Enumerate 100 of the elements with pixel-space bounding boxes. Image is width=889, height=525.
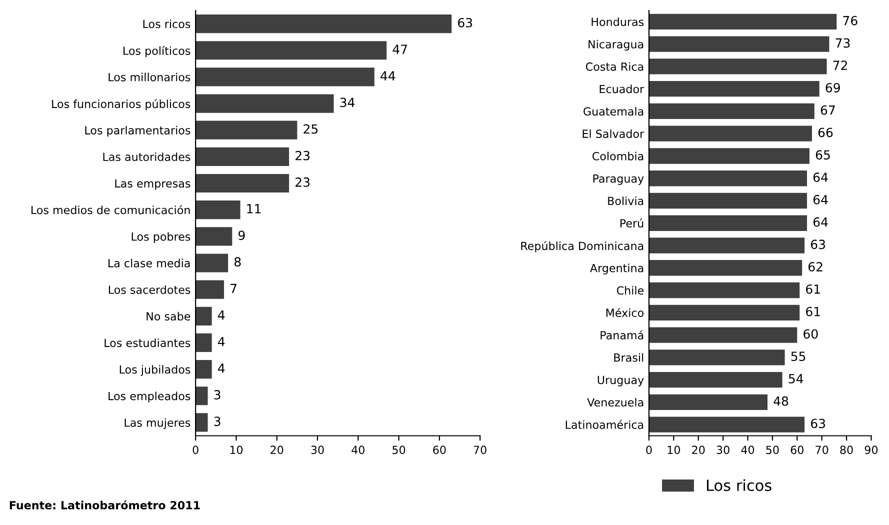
x-tick-label: 20: [692, 446, 705, 454]
bar: [196, 120, 298, 140]
data-label: 65: [816, 150, 830, 160]
y-tick-label: La clase media: [108, 258, 190, 268]
bar: [648, 58, 827, 74]
y-tick-label: Los medios de comunicación: [32, 205, 190, 214]
bar: [196, 333, 212, 352]
y-tick-label: Venezuela: [587, 398, 644, 407]
data-label: 64: [813, 172, 828, 182]
y-tick-label: Chile: [616, 286, 644, 295]
data-label: 66: [818, 128, 833, 138]
bar: [648, 394, 768, 410]
bar: [648, 215, 808, 231]
x-tick-label: 90: [864, 446, 878, 454]
bar: [196, 41, 387, 60]
y-tick-label: Perú: [620, 218, 644, 228]
data-label: 60: [804, 329, 818, 339]
data-label: 69: [826, 83, 840, 92]
data-label: 55: [791, 352, 806, 362]
x-tick-label: 10: [230, 446, 243, 454]
y-tick-label: Los estudiantes: [104, 338, 190, 348]
bar: [196, 306, 212, 326]
y-tick-label: Las empresas: [115, 179, 190, 190]
y-tick-label: Bolivia: [608, 196, 644, 206]
bar: [648, 14, 837, 30]
bar: [196, 360, 212, 379]
data-label: 62: [808, 262, 822, 272]
data-label: 3: [214, 416, 220, 426]
data-label: 61: [806, 284, 820, 294]
x-tick-label: 30: [716, 446, 730, 454]
source-note: Fuente: Latinobarómetro 2011: [10, 500, 200, 510]
y-tick-label: Panamá: [600, 330, 644, 340]
y-tick-label: Los políticos: [124, 46, 190, 58]
data-label: 3: [214, 390, 220, 400]
y-tick-label: Los funcionarios públicos: [52, 99, 190, 110]
data-label: 63: [810, 240, 826, 250]
data-label: 23: [296, 150, 310, 160]
bar: [648, 103, 814, 120]
bar: [196, 280, 224, 299]
x-tick-label: 0: [192, 446, 198, 454]
bar: [196, 254, 228, 272]
bar: [648, 260, 802, 276]
data-label: 7: [230, 284, 236, 294]
x-tick-label: 30: [311, 446, 324, 454]
bar: [648, 126, 812, 142]
bar: [648, 282, 800, 298]
y-tick-label: Nicaragua: [588, 40, 644, 51]
bar: [196, 94, 334, 113]
x-tick-label: 70: [816, 446, 828, 454]
y-tick-label: Costa Rica: [586, 62, 644, 71]
y-tick-label: Los empleados: [108, 392, 190, 402]
data-label: 34: [340, 98, 355, 108]
data-label: 8: [234, 257, 241, 267]
bar: [648, 81, 820, 97]
y-tick-label: Honduras: [592, 17, 644, 26]
y-tick-label: Los jubilados: [120, 365, 190, 376]
data-label: 25: [304, 124, 318, 134]
y-tick-label: Ecuador: [600, 84, 644, 94]
y-tick-label: Los parlamentarios: [85, 126, 190, 137]
data-label: 76: [843, 16, 858, 26]
bar: [648, 304, 800, 320]
y-tick-label: Brasil: [614, 353, 644, 362]
y-tick-label: México: [606, 308, 644, 318]
bar: [648, 372, 782, 388]
data-label: 9: [238, 230, 245, 240]
data-label: 73: [836, 38, 850, 48]
bar: [648, 416, 805, 432]
data-label: 64: [813, 217, 828, 227]
bar: [648, 350, 785, 366]
bar: [196, 200, 240, 220]
y-tick-label: Los sacerdotes: [108, 285, 190, 294]
y-tick-label: El Salvador: [582, 129, 644, 138]
bar: [196, 174, 290, 193]
data-label: 54: [788, 374, 804, 384]
data-label: 47: [392, 44, 407, 54]
bar: [648, 327, 798, 343]
data-label: 63: [810, 418, 826, 428]
y-tick-label: Guatemala: [584, 106, 644, 116]
data-label: 61: [806, 306, 820, 316]
y-tick-label: Los ricos: [143, 20, 190, 28]
bar: [648, 192, 808, 209]
data-label: 4: [218, 337, 225, 346]
data-label: 4: [218, 364, 225, 373]
legend-label: Los ricos: [706, 479, 772, 492]
bar: [196, 413, 208, 432]
data-label: 44: [380, 71, 396, 80]
y-tick-label: República Dominicana: [521, 241, 644, 252]
bar: [648, 170, 808, 186]
y-tick-label: Uruguay: [598, 376, 644, 386]
y-tick-label: Las autoridades: [103, 152, 190, 162]
x-tick-label: 50: [392, 446, 406, 454]
bar: [648, 36, 830, 52]
data-label: 48: [774, 396, 788, 406]
x-tick-label: 20: [270, 446, 284, 454]
data-label: 64: [813, 194, 828, 204]
x-tick-label: 10: [668, 446, 680, 454]
data-label: 11: [247, 204, 261, 214]
x-tick-label: 40: [741, 446, 754, 454]
data-label: 4: [218, 310, 225, 320]
bar: [648, 238, 805, 254]
